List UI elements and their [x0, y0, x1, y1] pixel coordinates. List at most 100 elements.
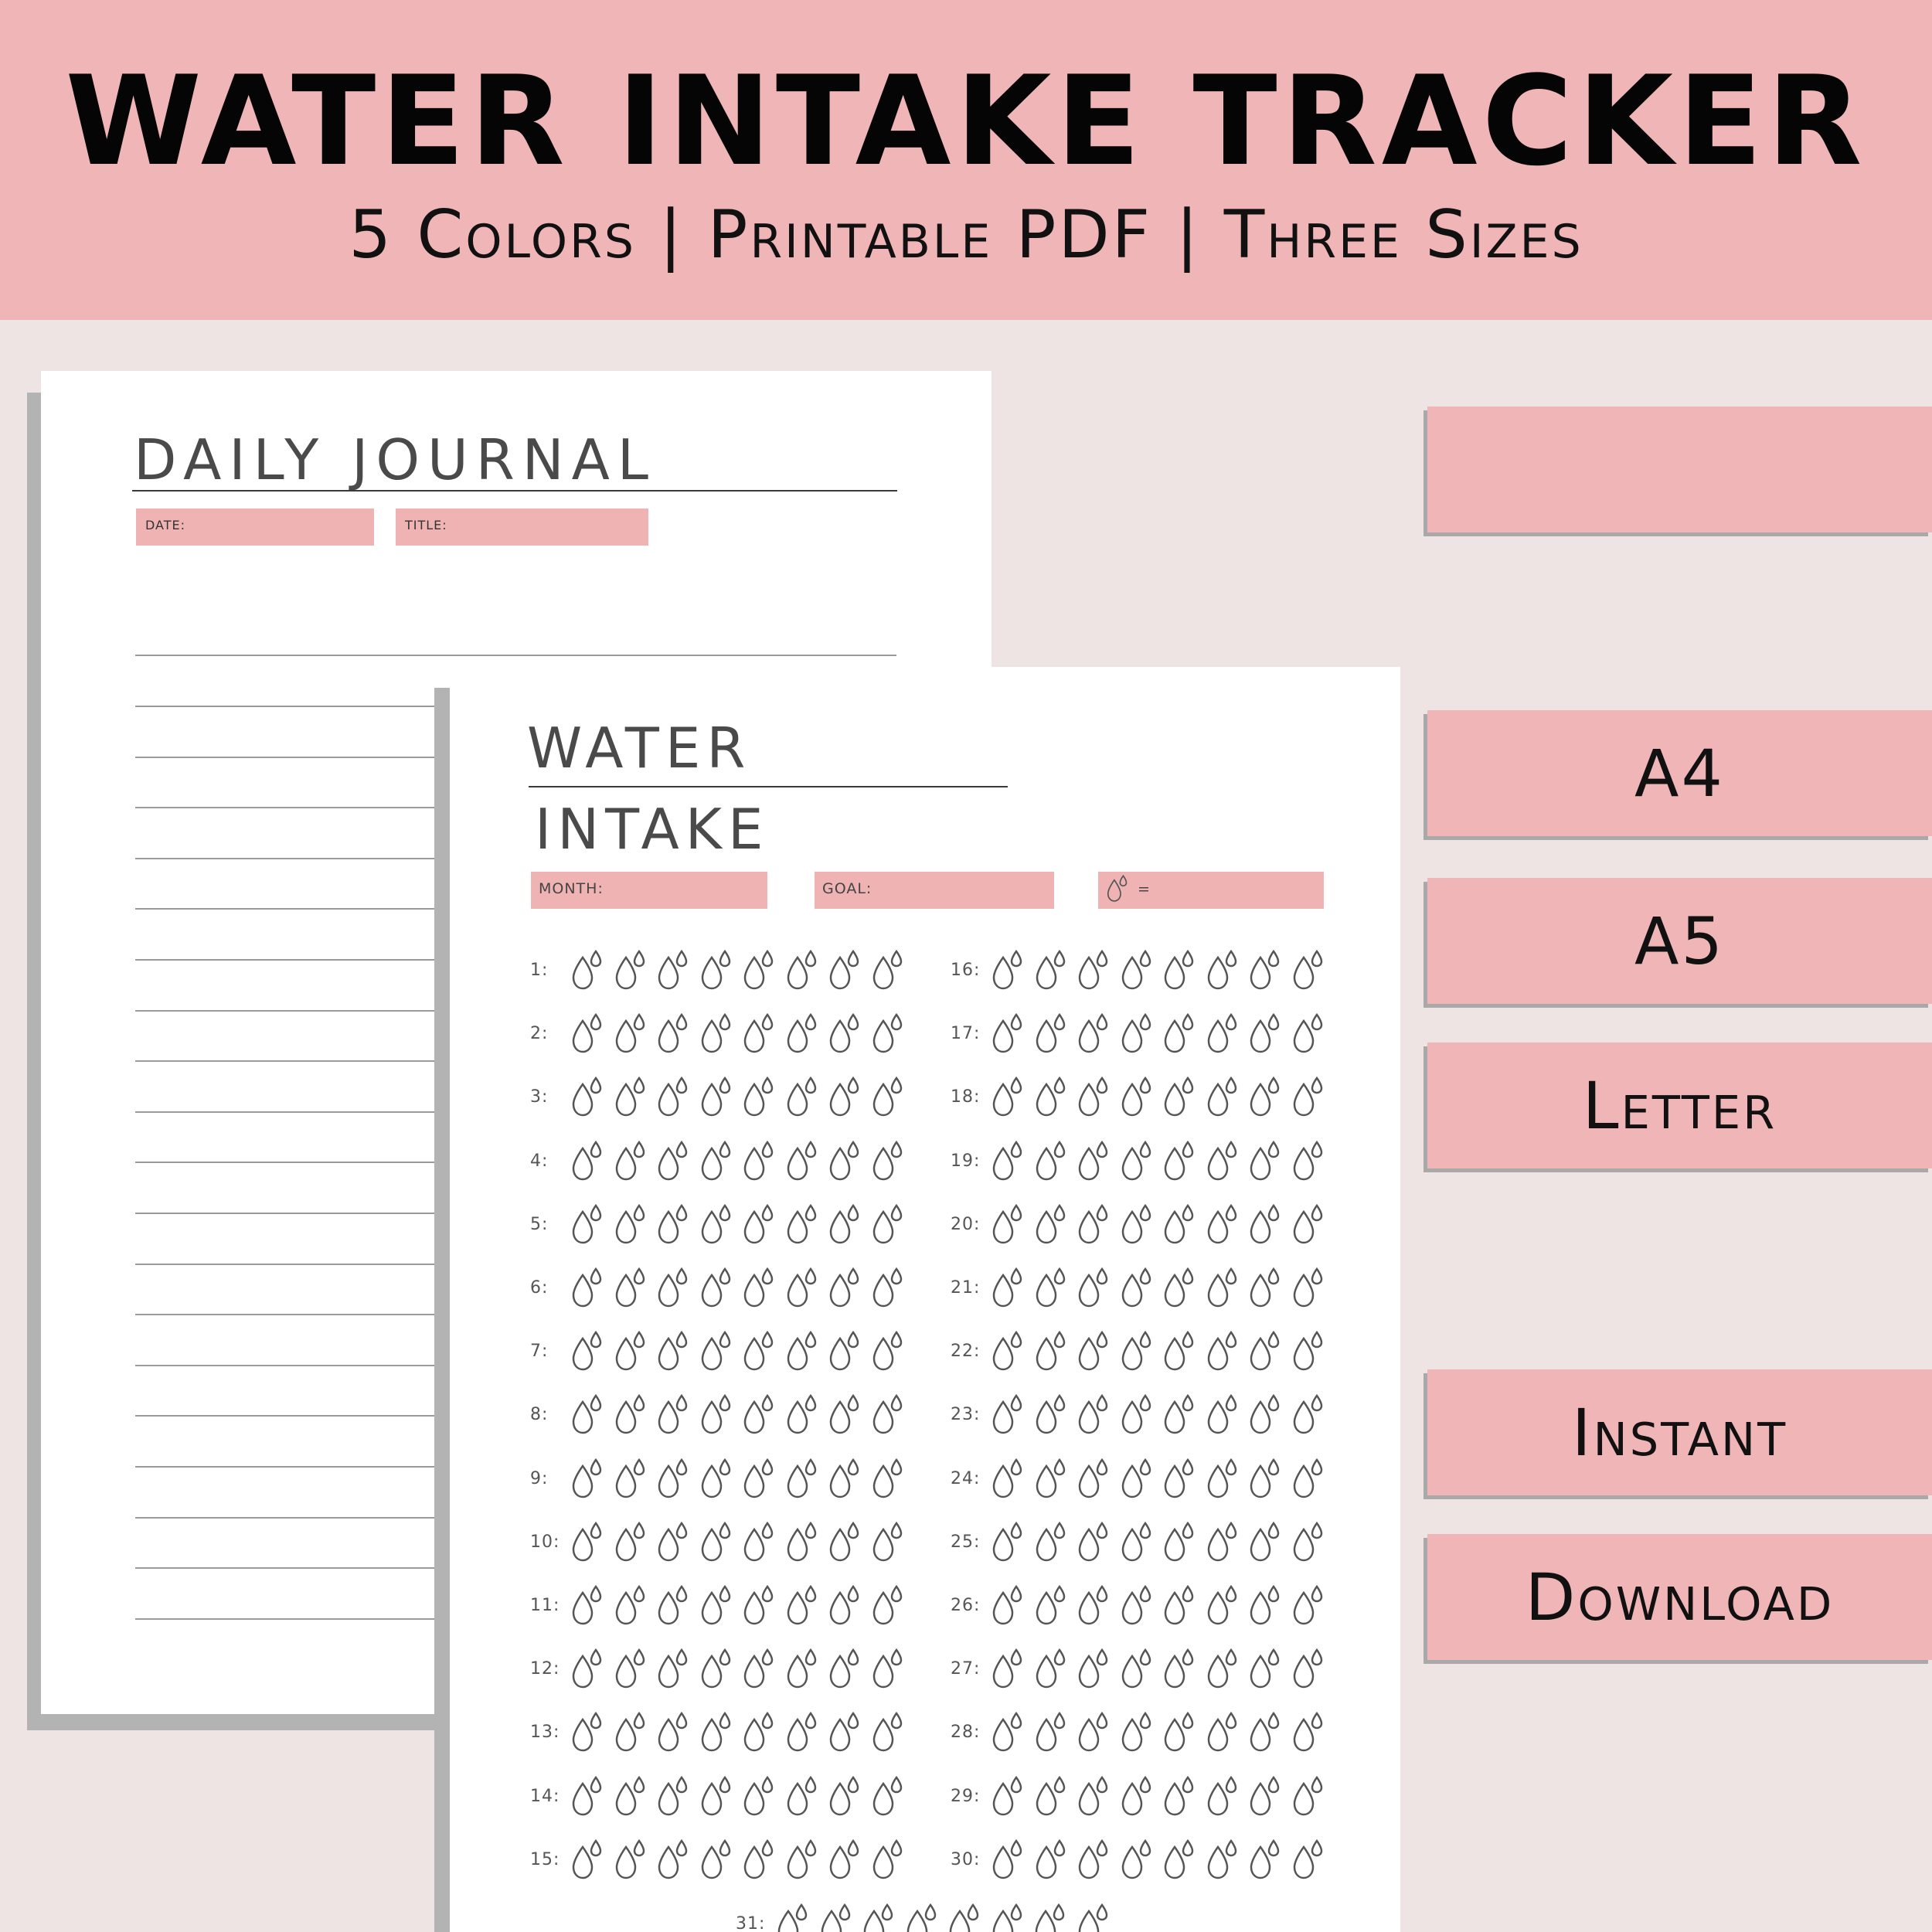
water-drop-icon[interactable]	[1162, 1521, 1201, 1565]
water-drop-icon[interactable]	[871, 1648, 910, 1692]
water-drop-icon[interactable]	[1206, 1648, 1244, 1692]
water-drop-icon[interactable]	[991, 1331, 1029, 1374]
water-drop-icon[interactable]	[1034, 1838, 1073, 1883]
water-drop-icon[interactable]	[699, 1712, 738, 1755]
water-drop-icon[interactable]	[1291, 1775, 1330, 1819]
water-drop-icon[interactable]	[570, 1394, 609, 1437]
water-drop-icon[interactable]	[1291, 1013, 1330, 1056]
water-drop-icon[interactable]	[570, 1203, 609, 1247]
water-drop-icon[interactable]	[1077, 1013, 1115, 1056]
water-drop-icon[interactable]	[699, 1267, 738, 1311]
water-drop-icon[interactable]	[742, 1077, 781, 1120]
water-drop-icon[interactable]	[828, 1521, 866, 1565]
water-drop-icon[interactable]	[699, 1521, 738, 1565]
water-drop-icon[interactable]	[656, 1458, 695, 1502]
water-drop-icon[interactable]	[656, 1521, 695, 1565]
water-drop-icon[interactable]	[614, 1648, 652, 1692]
water-drop-icon[interactable]	[1162, 1203, 1201, 1247]
water-drop-icon[interactable]	[785, 1140, 824, 1184]
water-drop-icon[interactable]	[742, 1521, 781, 1565]
water-drop-icon[interactable]	[1077, 1712, 1115, 1755]
water-drop-icon[interactable]	[699, 1838, 738, 1883]
water-drop-icon[interactable]	[656, 1775, 695, 1819]
water-drop-icon[interactable]	[1291, 1203, 1330, 1247]
water-drop-icon[interactable]	[1248, 1140, 1287, 1184]
water-drop-icon[interactable]	[614, 1203, 652, 1247]
water-drop-icon[interactable]	[1291, 950, 1330, 993]
water-drop-icon[interactable]	[1248, 1521, 1287, 1565]
water-drop-icon[interactable]	[1206, 1140, 1244, 1184]
water-drop-icon[interactable]	[742, 1712, 781, 1755]
water-drop-icon[interactable]	[785, 1521, 824, 1565]
water-drop-icon[interactable]	[656, 1712, 695, 1755]
water-drop-icon[interactable]	[1034, 1267, 1073, 1311]
water-drop-icon[interactable]	[871, 1394, 910, 1437]
water-drop-icon[interactable]	[1248, 1585, 1287, 1628]
water-drop-icon[interactable]	[785, 1394, 824, 1437]
water-drop-icon[interactable]	[1248, 1838, 1287, 1883]
water-drop-icon[interactable]	[871, 1458, 910, 1502]
water-drop-icon[interactable]	[871, 1267, 910, 1311]
water-drop-icon[interactable]	[1162, 1331, 1201, 1374]
water-drop-icon[interactable]	[614, 1775, 652, 1819]
water-drop-icon[interactable]	[1162, 1140, 1201, 1184]
water-drop-icon[interactable]	[785, 1203, 824, 1247]
water-drop-icon[interactable]	[614, 1077, 652, 1120]
water-drop-icon[interactable]	[1291, 1712, 1330, 1755]
water-drop-icon[interactable]	[614, 1585, 652, 1628]
water-drop-icon[interactable]	[614, 1838, 652, 1883]
water-drop-icon[interactable]	[1120, 1838, 1158, 1883]
water-drop-icon[interactable]	[614, 1521, 652, 1565]
water-drop-icon[interactable]	[1034, 950, 1073, 993]
water-drop-icon[interactable]	[785, 950, 824, 993]
water-drop-icon[interactable]	[1034, 1013, 1073, 1056]
water-drop-icon[interactable]	[614, 1331, 652, 1374]
water-drop-icon[interactable]	[614, 1140, 652, 1184]
water-drop-icon[interactable]	[742, 1648, 781, 1692]
water-drop-icon[interactable]	[871, 1077, 910, 1120]
water-drop-icon[interactable]	[871, 950, 910, 993]
water-drop-icon[interactable]	[991, 1394, 1029, 1437]
water-drop-icon[interactable]	[1034, 1077, 1073, 1120]
water-drop-icon[interactable]	[776, 1903, 815, 1932]
water-drop-icon[interactable]	[785, 1775, 824, 1819]
water-drop-icon[interactable]	[656, 950, 695, 993]
water-drop-icon[interactable]	[699, 1648, 738, 1692]
water-drop-icon[interactable]	[785, 1077, 824, 1120]
water-drop-icon[interactable]	[1162, 1013, 1201, 1056]
water-drop-icon[interactable]	[1291, 1394, 1330, 1437]
water-drop-icon[interactable]	[871, 1838, 910, 1883]
water-drop-icon[interactable]	[828, 1140, 866, 1184]
water-drop-icon[interactable]	[1077, 1521, 1115, 1565]
water-drop-icon[interactable]	[570, 1521, 609, 1565]
water-drop-icon[interactable]	[1077, 1903, 1115, 1932]
water-drop-icon[interactable]	[1077, 1077, 1115, 1120]
water-drop-icon[interactable]	[991, 1838, 1029, 1883]
water-drop-icon[interactable]	[1120, 1267, 1158, 1311]
water-drop-icon[interactable]	[656, 1331, 695, 1374]
water-drop-icon[interactable]	[785, 1267, 824, 1311]
water-drop-icon[interactable]	[570, 1458, 609, 1502]
water-drop-icon[interactable]	[1291, 1458, 1330, 1502]
water-drop-icon[interactable]	[614, 1013, 652, 1056]
water-drop-icon[interactable]	[1206, 1013, 1244, 1056]
water-drop-icon[interactable]	[570, 1077, 609, 1120]
water-drop-icon[interactable]	[905, 1903, 944, 1932]
water-drop-icon[interactable]	[742, 1331, 781, 1374]
water-drop-icon[interactable]	[991, 1013, 1029, 1056]
water-drop-icon[interactable]	[1162, 1648, 1201, 1692]
water-drop-icon[interactable]	[570, 1585, 609, 1628]
water-drop-icon[interactable]	[1162, 1458, 1201, 1502]
water-drop-icon[interactable]	[742, 1267, 781, 1311]
water-drop-icon[interactable]	[828, 1013, 866, 1056]
water-drop-icon[interactable]	[1077, 1331, 1115, 1374]
water-drop-icon[interactable]	[699, 1585, 738, 1628]
water-drop-icon[interactable]	[1248, 1648, 1287, 1692]
water-drop-icon[interactable]	[1120, 1140, 1158, 1184]
water-drop-icon[interactable]	[699, 1458, 738, 1502]
water-drop-icon[interactable]	[614, 1394, 652, 1437]
water-drop-icon[interactable]	[991, 1267, 1029, 1311]
water-drop-icon[interactable]	[785, 1648, 824, 1692]
water-drop-icon[interactable]	[570, 950, 609, 993]
water-drop-icon[interactable]	[1248, 1712, 1287, 1755]
